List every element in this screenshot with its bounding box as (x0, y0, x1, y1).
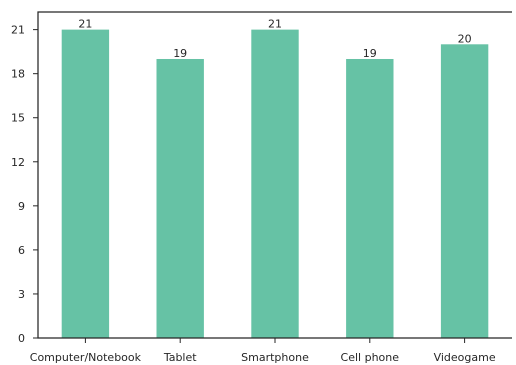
data-label-0: 21 (78, 18, 92, 31)
x-tick-label-1: Tablet (163, 351, 197, 364)
x-tick-label-0: Computer/Notebook (30, 351, 142, 364)
data-label-4: 20 (458, 32, 472, 45)
y-tick-label-2: 6 (18, 244, 25, 257)
bars (61, 29, 489, 339)
bar-3 (346, 58, 394, 338)
x-tick-label-2: Smartphone (241, 351, 309, 364)
data-label-2: 21 (268, 18, 282, 31)
y-axis-ticks: 0 3 6 9 12 15 18 21 (11, 24, 38, 345)
bar-4 (440, 44, 489, 338)
data-label-1: 19 (173, 47, 187, 60)
x-tick-label-3: Cell phone (341, 351, 400, 364)
axis-frame (37, 11, 512, 339)
x-axis-ticks: Computer/Notebook Tablet Smartphone Cell ph… (30, 338, 496, 364)
y-tick-label-6: 18 (11, 68, 25, 81)
y-tick-label-4: 12 (11, 156, 25, 169)
data-labels: 21 19 21 19 20 (78, 18, 471, 60)
bar-2 (251, 29, 299, 339)
x-tick-label-4: Videogame (434, 351, 496, 364)
bar-1 (156, 58, 204, 338)
y-tick-label-5: 15 (11, 112, 25, 125)
y-tick-label-1: 3 (18, 288, 25, 301)
data-label-3: 19 (363, 47, 377, 60)
y-tick-label-3: 9 (18, 200, 25, 213)
y-tick-label-7: 21 (11, 24, 25, 37)
bar-0 (61, 29, 110, 339)
y-tick-label-0: 0 (18, 332, 25, 345)
